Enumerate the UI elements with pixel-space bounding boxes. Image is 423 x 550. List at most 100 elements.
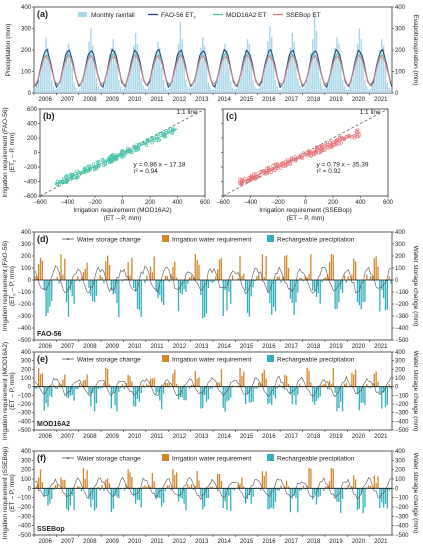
- irrigation-bar: [388, 276, 390, 280]
- x-tick-label: 2017: [285, 539, 299, 545]
- recharge-bar: [211, 280, 213, 283]
- irrigation-bar: [328, 262, 331, 280]
- irrigation-bar: [168, 485, 170, 489]
- recharge-bar: [133, 280, 135, 289]
- rainfall-bar: [62, 69, 64, 93]
- irrigation-bar: [142, 384, 144, 387]
- x-tick-label: 2006: [39, 97, 53, 103]
- irrigation-bar: [306, 277, 308, 280]
- recharge-bar: [116, 280, 118, 304]
- recharge-bar: [371, 488, 374, 490]
- x-tick-label: 2008: [83, 539, 97, 545]
- irrigation-bar: [175, 472, 178, 489]
- recharge-bar: [269, 280, 271, 304]
- recharge-bar: [341, 386, 344, 412]
- y-tick-label: −300: [17, 314, 31, 320]
- scatter-point: [264, 172, 268, 176]
- rainfall-bar: [325, 87, 327, 93]
- recharge-bar: [274, 488, 277, 502]
- irrigation-bar: [131, 476, 133, 489]
- recharge-bar: [73, 488, 75, 511]
- rainfall-bar: [105, 80, 107, 93]
- rainfall-bar: [78, 89, 81, 93]
- irrigation-bar: [97, 486, 99, 489]
- x-tick-label: −600: [33, 200, 47, 206]
- irrigation-bar: [261, 372, 264, 387]
- x-tick-label: 2014: [218, 344, 232, 350]
- scatter-point: [319, 143, 324, 148]
- x-tick-label: 2021: [374, 434, 388, 440]
- recharge-bar: [170, 488, 172, 491]
- y2-tick-label: 400: [395, 230, 406, 236]
- y-tick-label: 300: [21, 458, 32, 464]
- rainfall-bar: [164, 87, 167, 93]
- irrigation-bar: [285, 255, 288, 280]
- irrigation-bar: [175, 383, 178, 387]
- legend-label: Water storage change: [77, 237, 141, 244]
- legend-swatch: [67, 457, 69, 459]
- recharge-bar: [138, 280, 141, 311]
- irrigation-bar: [217, 473, 219, 489]
- irrigation-bar: [190, 275, 193, 280]
- panel-letter: (d): [37, 234, 49, 244]
- recharge-bar: [189, 386, 191, 389]
- irrigation-bar: [377, 266, 379, 280]
- rainfall-bar: [205, 65, 208, 93]
- recharge-bar: [69, 488, 72, 506]
- rainfall-bar: [108, 54, 111, 93]
- scatter-point: [136, 146, 141, 151]
- recharge-bar: [248, 280, 251, 317]
- x-tick-label: 2019: [329, 344, 343, 350]
- recharge-bar: [123, 386, 126, 390]
- irrigation-bar: [52, 384, 55, 387]
- irrigation-bar: [144, 485, 146, 489]
- rainfall-bar: [60, 75, 62, 93]
- irrigation-bar: [194, 485, 196, 489]
- scatter-point: [246, 179, 250, 183]
- rainfall-bar: [127, 75, 129, 93]
- rainfall-bar: [226, 50, 228, 93]
- panel-letter: (e): [37, 354, 48, 364]
- recharge-bar: [254, 280, 256, 282]
- recharge-bar: [381, 386, 383, 409]
- recharge-bar: [250, 386, 252, 403]
- y2-tick-label: −200: [395, 302, 409, 308]
- scatter-point: [101, 163, 106, 168]
- recharge-bar: [272, 488, 275, 509]
- rainfall-bar: [263, 69, 265, 93]
- y-axis-subscript: c: [12, 159, 17, 162]
- legend-label: Rechargeable precipitation: [277, 357, 355, 364]
- rainfall-bar: [101, 88, 103, 93]
- irrigation-bar: [218, 382, 221, 387]
- recharge-bar: [252, 386, 254, 402]
- irrigation-bar: [190, 384, 193, 387]
- recharge-bar: [295, 488, 297, 498]
- irrigation-bar: [280, 485, 282, 489]
- rainfall-bar: [106, 71, 109, 93]
- irrigation-bar: [129, 472, 131, 489]
- recharge-bar: [313, 386, 316, 405]
- rainfall-bar: [112, 39, 114, 93]
- x-tick-label: 2008: [83, 434, 97, 440]
- y2-axis-label: Evapotranspiration (mm): [412, 14, 419, 85]
- recharge-bar: [382, 386, 385, 393]
- one-one-label: 1:1 line: [360, 109, 381, 116]
- irrigation-bar: [148, 385, 150, 387]
- legend-subscript: c: [194, 15, 197, 20]
- rainfall-bar: [168, 88, 170, 93]
- rainfall-bar: [379, 50, 381, 93]
- panel-d: −500 −500 −400 −400 −300 −300 −200 −200 −100 −100…: [2, 230, 419, 350]
- irrigation-bar: [265, 471, 267, 489]
- scatter-point: [100, 158, 104, 162]
- rainfall-bar: [271, 37, 273, 93]
- recharge-bar: [136, 488, 139, 500]
- irrigation-bar: [308, 370, 310, 387]
- panel-a: 0 0 100 100 200 200 300 300 400 400 2006 2007 2008 20…: [5, 5, 419, 103]
- irrigation-bar: [220, 369, 223, 387]
- recharge-bar: [133, 488, 135, 497]
- rainfall-bar: [136, 43, 139, 93]
- irrigation-bar: [285, 480, 288, 489]
- x-tick-label: 2020: [352, 97, 366, 103]
- x-tick-label: 2021: [374, 97, 388, 103]
- rainfall-bar: [92, 45, 94, 93]
